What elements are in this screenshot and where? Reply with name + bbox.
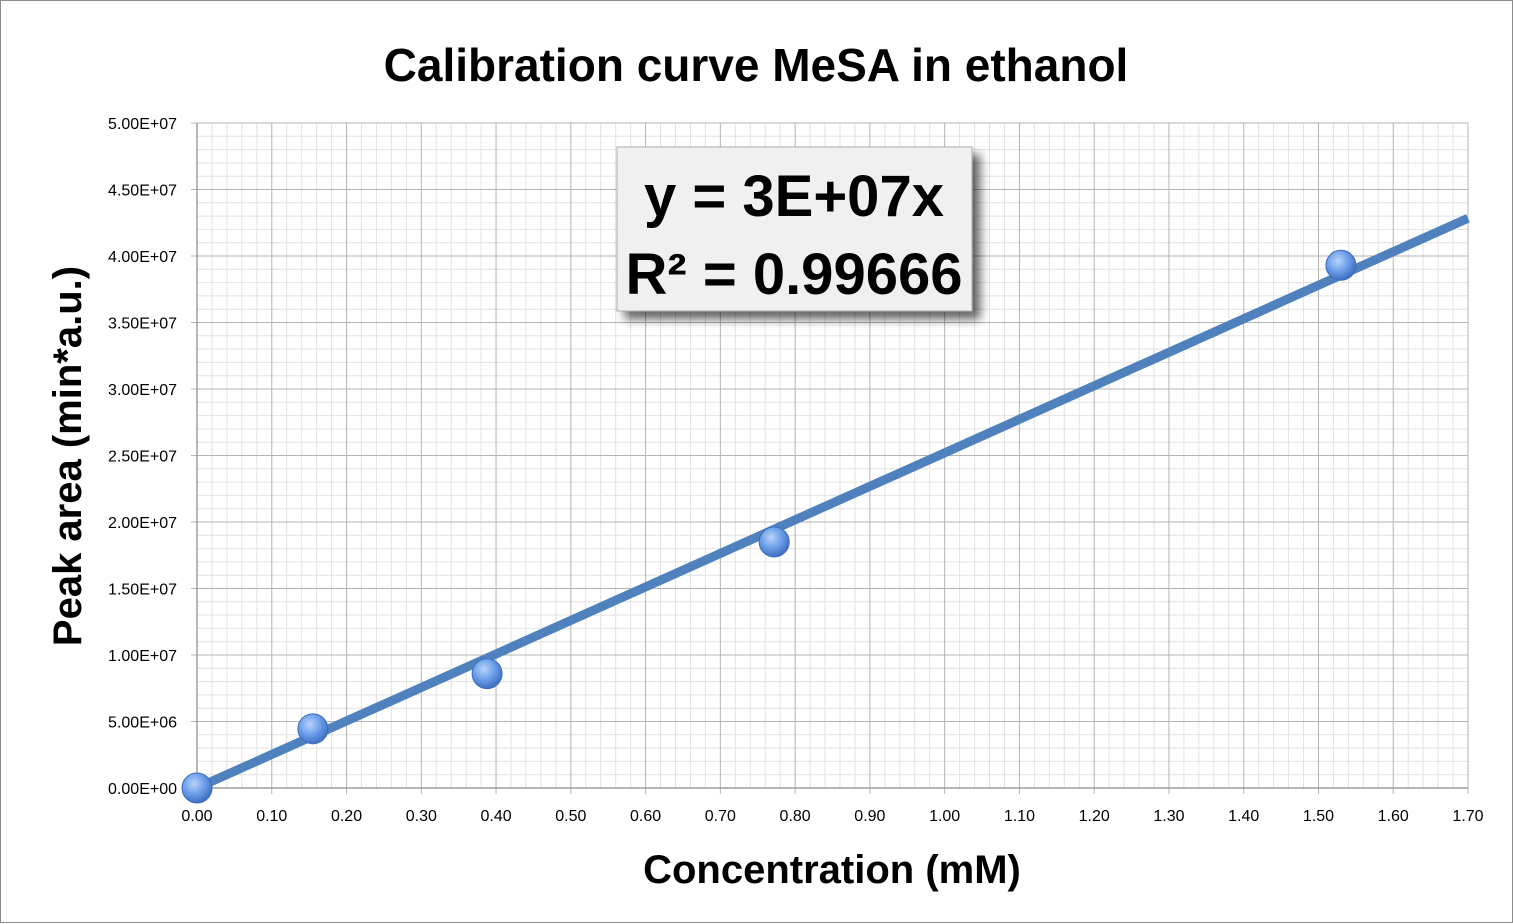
y-tick-label: 4.50E+07 [108,183,177,200]
equation-label: y = 3E+07x [644,164,944,229]
x-tick-label: 1.50 [1303,808,1334,825]
x-tick-label: 0.80 [780,808,811,825]
x-tick-label: 0.70 [705,808,736,825]
data-points [181,249,1357,804]
y-axis-title: Peak area (min*a.u.) [46,266,90,646]
y-tick-label: 3.50E+07 [108,316,177,333]
x-tick-label: 0.60 [630,808,661,825]
y-tick-label: 5.00E+07 [108,116,177,133]
x-tick-label: 1.40 [1228,808,1259,825]
data-point [181,772,213,804]
x-tick-label: 1.10 [1004,808,1035,825]
y-tick-label: 4.00E+07 [108,249,177,266]
y-tick-label: 2.50E+07 [108,449,177,466]
x-tick-label: 0.40 [480,808,511,825]
data-point [297,713,329,745]
y-tick-label: 2.00E+07 [108,515,177,532]
x-tick-label: 0.00 [181,808,212,825]
y-tick-label: 3.00E+07 [108,382,177,399]
y-tick-label: 5.00E+06 [108,715,177,732]
x-tick-label: 0.90 [854,808,885,825]
y-tick-label: 1.00E+07 [108,648,177,665]
x-tick-label: 0.50 [555,808,586,825]
trendline-path [195,214,1470,793]
data-point [471,658,503,690]
x-tick-label: 1.70 [1452,808,1483,825]
x-tick-label: 0.30 [406,808,437,825]
y-tick-label: 0.00E+00 [108,781,177,798]
x-axis-title: Concentration (mM) [643,848,1021,892]
data-point [758,526,790,558]
x-tick-label: 1.60 [1378,808,1409,825]
x-tick-label: 1.30 [1153,808,1184,825]
trendline [195,214,1470,793]
x-tick-label: 0.20 [331,808,362,825]
data-point [1325,249,1357,281]
equation-box: y = 3E+07x R² = 0.99666 [616,146,973,312]
y-tick-label: 1.50E+07 [108,582,177,599]
chart-title: Calibration curve MeSA in ethanol [384,39,1129,91]
x-tick-labels: 0.00 0.10 0.20 0.30 0.40 0.50 0.60 0.70 0.80 0.90… [181,808,1483,825]
x-tick-label: 1.20 [1079,808,1110,825]
x-tick-label: 0.10 [256,808,287,825]
major-gridlines [191,122,1469,794]
y-tick-labels: 0.00E+00 5.00E+06 1.00E+07 1.50E+07 2.00E+07… [108,116,177,798]
x-tick-label: 1.00 [929,808,960,825]
r-squared-label: R² = 0.99666 [626,242,963,307]
